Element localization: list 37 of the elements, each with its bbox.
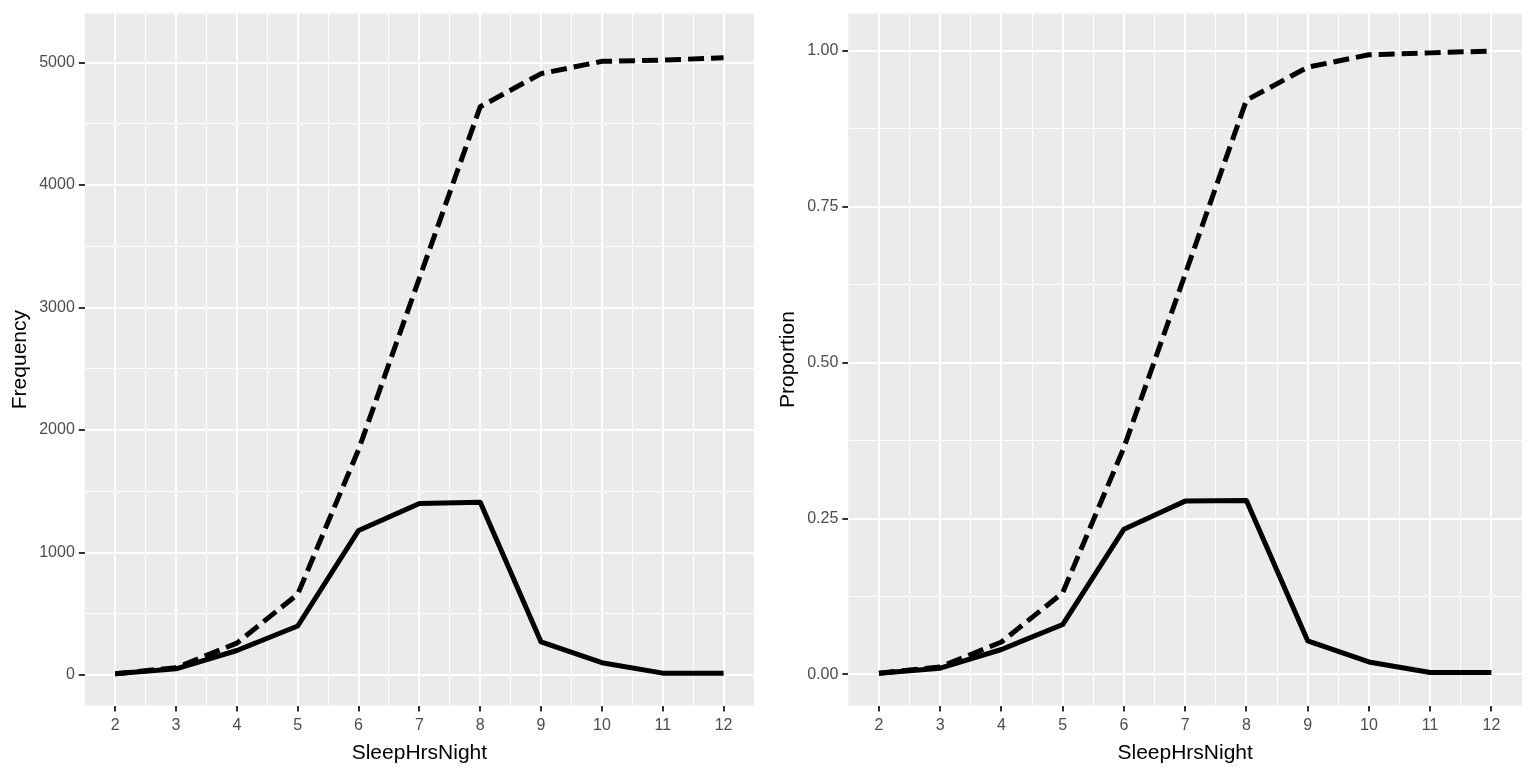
y-tick-label: 1000: [39, 542, 75, 560]
y-axis-title: Frequency: [7, 309, 31, 410]
x-tick-label: 10: [593, 715, 611, 733]
x-tick-label: 3: [171, 715, 181, 733]
y-tick-label: 0.00: [807, 664, 839, 682]
x-tick-label: 7: [414, 715, 424, 733]
x-tick-label: 2: [110, 715, 120, 733]
x-tick-label: 6: [354, 715, 364, 733]
y-tick-label: 0.25: [807, 508, 839, 526]
x-tick-label: 9: [536, 715, 546, 733]
x-tick-label: 12: [714, 715, 733, 733]
y-tick-label: 0: [65, 665, 75, 683]
x-tick-label: 12: [1482, 715, 1501, 733]
y-tick-label: 0.75: [807, 197, 839, 215]
x-tick-label: 8: [1241, 715, 1251, 733]
x-tick-label: 4: [232, 715, 242, 733]
x-tick-label: 5: [293, 715, 303, 733]
x-tick-label: 8: [475, 715, 485, 733]
y-tick-label: 2000: [39, 420, 75, 438]
x-tick-label: 6: [1119, 715, 1129, 733]
y-tick-label: 0.50: [807, 353, 839, 371]
y-axis-title: Proportion: [775, 311, 799, 409]
x-axis-title: SleepHrsNight: [1117, 740, 1254, 764]
y-tick-label: 4000: [39, 175, 75, 193]
x-tick-label: 3: [935, 715, 945, 733]
x-tick-label: 10: [1360, 715, 1378, 733]
x-tick-label: 5: [1058, 715, 1068, 733]
x-tick-label: 4: [996, 715, 1006, 733]
y-tick-label: 5000: [39, 53, 75, 70]
x-tick-label: 7: [1180, 715, 1190, 733]
y-tick-label: 3000: [39, 297, 75, 315]
y-tick-label: 1.00: [807, 41, 839, 59]
x-tick-label: 2: [874, 715, 884, 733]
x-axis-title: SleepHrsNight: [351, 740, 488, 764]
x-tick-label: 9: [1303, 715, 1313, 733]
x-tick-label: 11: [654, 715, 672, 733]
x-tick-label: 11: [1421, 715, 1439, 733]
